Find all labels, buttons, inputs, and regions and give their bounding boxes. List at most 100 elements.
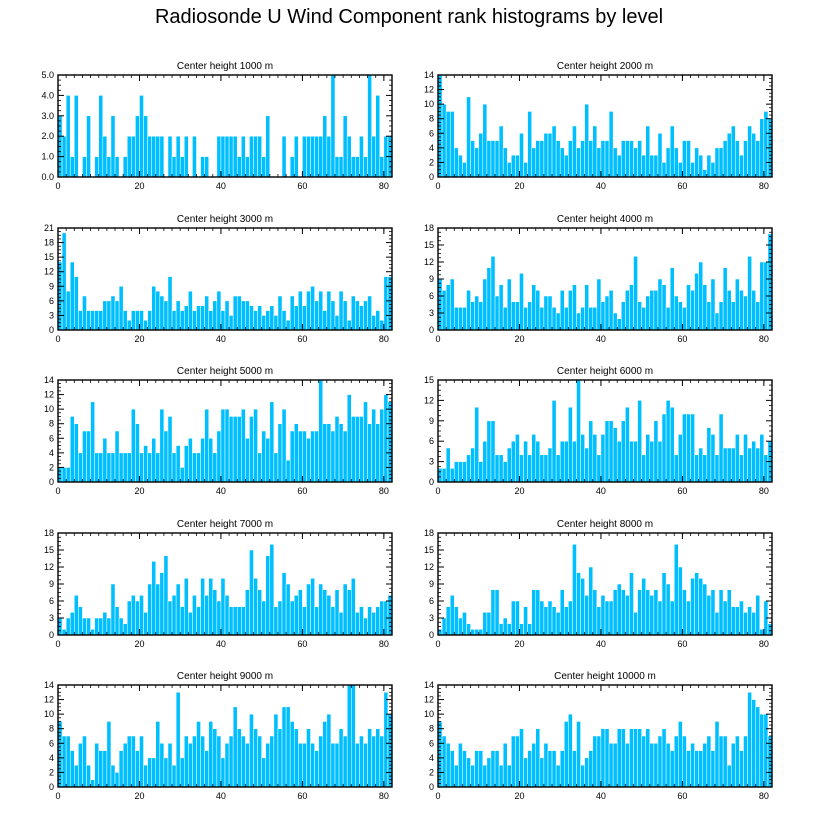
x-tick-label: 40 bbox=[216, 639, 226, 649]
histogram-bar bbox=[535, 440, 541, 483]
histogram-bar bbox=[755, 301, 761, 331]
histogram-bar bbox=[163, 300, 169, 331]
histogram-bar bbox=[661, 162, 667, 178]
histogram-bar bbox=[118, 286, 124, 331]
histogram-bar bbox=[241, 408, 246, 483]
histogram-bar bbox=[159, 743, 165, 788]
x-tick-label: 20 bbox=[514, 639, 524, 649]
histogram-bar bbox=[470, 629, 475, 636]
histogram-bar bbox=[474, 295, 479, 331]
histogram-bar bbox=[371, 735, 376, 788]
histogram-bar bbox=[342, 430, 348, 483]
histogram-bar bbox=[588, 750, 594, 788]
histogram-bar bbox=[232, 295, 238, 331]
histogram-bar bbox=[641, 578, 646, 636]
x-tick-label: 0 bbox=[55, 639, 60, 649]
histogram-bar bbox=[65, 95, 71, 178]
histogram-bar bbox=[220, 757, 226, 788]
histogram-bar bbox=[747, 447, 752, 483]
histogram-bar bbox=[143, 764, 148, 788]
histogram-bar bbox=[722, 140, 728, 178]
histogram-bar bbox=[588, 140, 594, 178]
histogram-bar bbox=[147, 310, 152, 331]
histogram-bar bbox=[249, 305, 254, 331]
histogram-bar bbox=[572, 544, 577, 636]
histogram-bar bbox=[665, 743, 671, 788]
histogram-bar bbox=[265, 743, 271, 788]
histogram-bar bbox=[139, 95, 144, 178]
histogram-bar bbox=[633, 612, 638, 636]
histogram-bar bbox=[572, 125, 577, 178]
histogram-bar bbox=[625, 406, 630, 483]
histogram-bar bbox=[482, 440, 488, 483]
histogram-bar bbox=[555, 140, 561, 178]
histogram-bar bbox=[621, 728, 626, 788]
y-tick-label: 6 bbox=[49, 596, 54, 606]
histogram-bar bbox=[621, 140, 626, 178]
histogram-bar bbox=[539, 307, 545, 331]
histogram-bar bbox=[351, 156, 356, 178]
histogram-bar bbox=[175, 692, 181, 788]
histogram-bar bbox=[98, 617, 104, 636]
histogram-bar bbox=[747, 125, 752, 178]
histogram-bar bbox=[94, 617, 99, 636]
histogram-bar bbox=[462, 461, 467, 483]
y-tick-label: 4 bbox=[429, 753, 434, 763]
x-tick-label: 20 bbox=[514, 486, 524, 496]
histogram-bar bbox=[351, 416, 356, 483]
histogram-bar bbox=[220, 578, 226, 636]
histogram-bar bbox=[470, 447, 475, 483]
histogram-bar bbox=[310, 286, 315, 331]
x-tick-label: 0 bbox=[435, 639, 440, 649]
histogram-bar bbox=[106, 452, 112, 483]
histogram-bar bbox=[547, 750, 553, 788]
histogram-bar bbox=[559, 750, 565, 788]
histogram-bar bbox=[665, 147, 671, 178]
histogram-bar bbox=[139, 735, 144, 788]
y-tick-label: 9 bbox=[429, 416, 434, 426]
histogram-bar bbox=[686, 284, 691, 331]
histogram-bar bbox=[511, 154, 516, 178]
histogram-bar bbox=[147, 757, 152, 788]
histogram-bar bbox=[722, 735, 728, 788]
histogram-bar bbox=[596, 735, 602, 788]
histogram-bar bbox=[228, 416, 234, 483]
histogram-bar bbox=[535, 589, 541, 636]
histogram-bar bbox=[470, 764, 475, 788]
histogram-bar bbox=[474, 147, 479, 178]
histogram-bar bbox=[131, 735, 136, 788]
histogram-bar bbox=[151, 757, 157, 788]
histogram-bar bbox=[175, 445, 181, 483]
histogram-bar bbox=[359, 606, 364, 636]
histogram-bar bbox=[359, 305, 364, 331]
histogram-bar bbox=[539, 140, 545, 178]
histogram-bar bbox=[293, 423, 299, 483]
x-tick-label: 80 bbox=[379, 334, 389, 344]
histogram-bar bbox=[494, 589, 500, 636]
histogram-bar bbox=[649, 743, 655, 788]
histogram-bar bbox=[616, 583, 622, 636]
histogram-bar bbox=[114, 430, 120, 483]
histogram-bar bbox=[449, 750, 455, 788]
histogram-bar bbox=[539, 600, 545, 636]
histogram-bar bbox=[228, 315, 234, 331]
histogram-bar bbox=[184, 445, 189, 483]
histogram-bar bbox=[371, 135, 376, 178]
histogram-bar bbox=[351, 684, 356, 788]
y-tick-label: 12 bbox=[44, 562, 54, 572]
histogram-bar bbox=[188, 743, 193, 788]
histogram-bar bbox=[216, 135, 222, 178]
histogram-bar bbox=[665, 307, 671, 331]
histogram-bar bbox=[289, 721, 295, 788]
histogram-bar bbox=[702, 284, 708, 331]
histogram-bar bbox=[155, 135, 161, 178]
histogram-bar bbox=[277, 600, 283, 636]
histogram-bar bbox=[572, 284, 577, 331]
histogram-bar bbox=[682, 589, 687, 636]
histogram-bar bbox=[682, 413, 687, 483]
histogram-bar bbox=[698, 578, 704, 636]
histogram-bar bbox=[600, 728, 606, 788]
histogram-bar bbox=[649, 595, 655, 636]
histogram-bar bbox=[564, 154, 569, 178]
histogram-bar bbox=[743, 612, 748, 636]
